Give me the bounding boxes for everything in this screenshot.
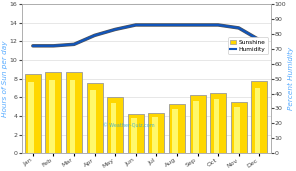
Bar: [231, 102, 247, 153]
Bar: [210, 93, 226, 153]
Bar: [131, 118, 137, 153]
Bar: [169, 104, 185, 153]
Bar: [152, 117, 157, 153]
Bar: [193, 101, 199, 153]
Y-axis label: Percent Humidity: Percent Humidity: [288, 47, 294, 110]
Bar: [111, 103, 116, 153]
Bar: [189, 95, 205, 153]
Bar: [70, 80, 75, 153]
Bar: [90, 90, 96, 153]
Text: © Weather-Quiz.com: © Weather-Quiz.com: [103, 124, 155, 129]
Legend: Sunshine, Humidity: Sunshine, Humidity: [228, 37, 268, 54]
Bar: [234, 107, 240, 153]
Bar: [66, 72, 82, 153]
Bar: [107, 97, 123, 153]
Bar: [28, 82, 34, 153]
Bar: [86, 83, 103, 153]
Bar: [255, 88, 260, 153]
Y-axis label: Hours of Sun per day: Hours of Sun per day: [2, 40, 8, 117]
Bar: [173, 109, 178, 153]
Bar: [128, 114, 144, 153]
Bar: [45, 72, 62, 153]
Bar: [148, 113, 164, 153]
Bar: [49, 80, 54, 153]
Bar: [214, 99, 219, 153]
Bar: [25, 74, 41, 153]
Bar: [251, 81, 267, 153]
